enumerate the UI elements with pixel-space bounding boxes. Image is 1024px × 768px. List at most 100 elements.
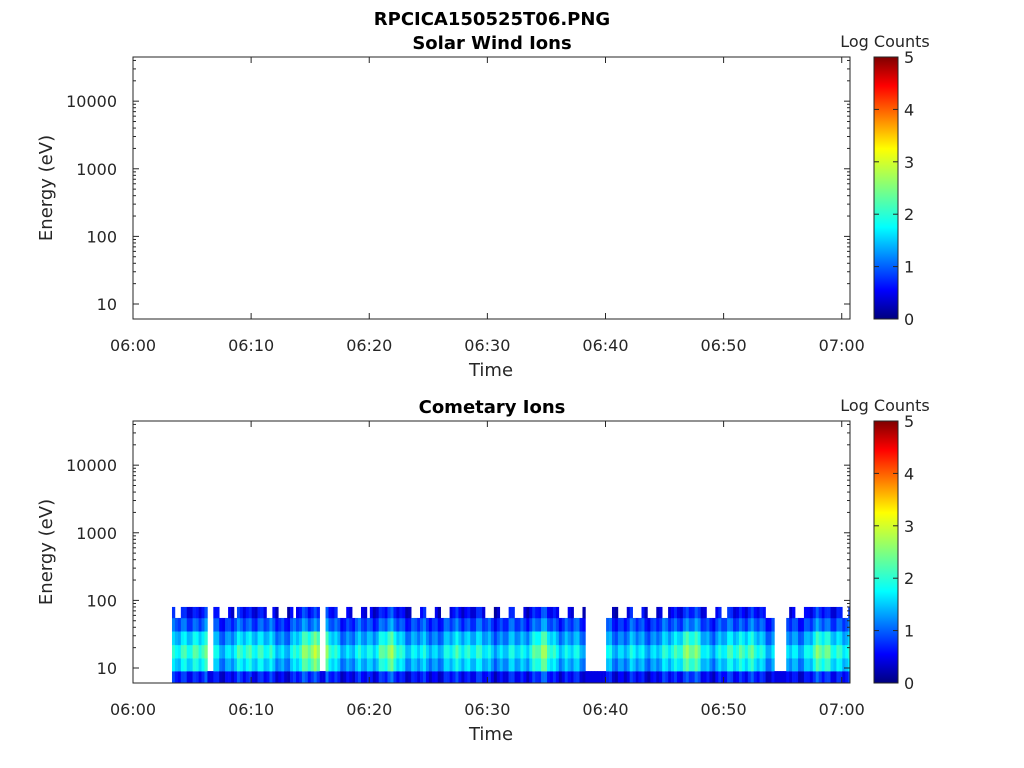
x-tick-label: 06:40: [582, 700, 628, 719]
spectrogram-cell: [715, 658, 719, 672]
spectrogram-cell: [245, 658, 250, 672]
spectrogram-cell: [328, 631, 332, 646]
spectrogram-cell: [393, 606, 397, 619]
spectrogram-cell: [617, 617, 622, 632]
colorbar-tick-label: 4: [904, 464, 914, 483]
spectrogram-cell: [848, 644, 850, 659]
spectrogram-cell: [290, 606, 294, 619]
spectrogram-cell: [402, 617, 406, 632]
spectrogram-cell: [638, 671, 642, 683]
spectrogram-cell: [349, 644, 353, 659]
spectrogram-cell: [272, 617, 276, 632]
spectrogram-cell: [201, 617, 205, 632]
spectrogram-cell: [821, 606, 825, 619]
spectrogram-cell: [579, 617, 583, 632]
spectrogram-cell: [845, 671, 849, 683]
spectrogram-cell: [287, 658, 291, 672]
spectrogram-cell: [741, 658, 746, 672]
spectrogram-cell: [363, 631, 368, 646]
spectrogram-cell: [198, 606, 202, 619]
spectrogram-cell: [296, 671, 300, 683]
spectrogram-cell: [467, 606, 471, 619]
spectrogram-cell: [650, 644, 654, 659]
spectrogram-cell: [225, 644, 229, 659]
spectrogram-cell: [360, 658, 365, 672]
spectrogram-cell: [694, 631, 698, 646]
spectrogram-cell: [180, 631, 185, 646]
spectrogram-cell: [582, 644, 586, 659]
spectrogram-cell: [629, 658, 633, 672]
spectrogram-cell: [558, 671, 563, 683]
y-tick-label: 10: [97, 295, 117, 314]
spectrogram-cell: [189, 617, 193, 632]
spectrogram-cell: [496, 631, 501, 646]
spectrogram-cell: [449, 617, 453, 632]
spectrogram-cell: [617, 658, 622, 672]
spectrogram-cell: [777, 671, 781, 683]
spectrogram-cell: [290, 617, 294, 632]
spectrogram-cell: [609, 617, 613, 632]
spectrogram-cell: [201, 671, 205, 683]
spectrogram-cell: [659, 617, 663, 632]
spectrogram-cell: [431, 658, 436, 672]
spectrogram-cell: [671, 644, 675, 659]
spectrogram-cell: [236, 617, 241, 632]
spectrogram-cell: [461, 644, 465, 659]
spectrogram-cell: [228, 658, 232, 672]
spectrogram-cell: [275, 644, 279, 659]
spectrogram-cell: [679, 631, 684, 646]
spectrogram-cell: [839, 658, 843, 672]
spectrogram-cell: [505, 631, 509, 646]
spectrogram-cell: [290, 671, 294, 683]
spectrogram-cell: [349, 631, 353, 646]
spectrogram-cell: [798, 671, 802, 683]
spectrogram-cell: [239, 671, 244, 683]
spectrogram-cell: [638, 617, 642, 632]
spectrogram-cell: [753, 671, 757, 683]
spectrogram-cell: [845, 644, 849, 659]
spectrogram-cell: [358, 658, 362, 672]
spectrogram-cell: [541, 631, 545, 646]
spectrogram-cell: [231, 644, 235, 659]
spectrogram-cell: [544, 658, 548, 672]
spectrogram-cell: [239, 631, 244, 646]
spectrogram-cell: [508, 631, 512, 646]
spectrogram-cell: [337, 617, 341, 632]
spectrogram-cell: [452, 617, 456, 632]
spectrogram-cell: [363, 658, 368, 672]
spectrogram-cell: [301, 658, 306, 672]
spectrogram-cell: [676, 617, 681, 632]
spectrogram-cell: [623, 617, 628, 632]
spectrogram-cell: [712, 617, 716, 632]
spectrogram-cell: [186, 631, 190, 646]
spectrogram-cell: [682, 671, 687, 683]
spectrogram-cell: [242, 631, 247, 646]
spectrogram-cell: [541, 606, 545, 619]
spectrogram-cell: [366, 671, 371, 683]
spectrogram-cell: [809, 658, 814, 672]
spectrogram-cell: [671, 617, 675, 632]
spectrogram-cell: [479, 606, 483, 619]
spectrogram-cell: [325, 644, 329, 659]
spectrogram-cell: [310, 631, 315, 646]
spectrogram-cell: [328, 617, 332, 632]
spectrogram-cell: [535, 631, 539, 646]
spectrogram-cell: [697, 671, 701, 683]
spectrogram-cell: [736, 617, 740, 632]
spectrogram-cell: [623, 644, 628, 659]
spectrogram-cell: [591, 671, 595, 683]
x-axis-label: Time: [468, 360, 513, 381]
spectrogram-cell: [594, 671, 598, 683]
spectrogram-cell: [411, 644, 415, 659]
spectrogram-cell: [201, 606, 205, 619]
spectrogram-cell: [411, 671, 415, 683]
spectrogram-cell: [759, 644, 763, 659]
spectrogram-cell: [346, 671, 350, 683]
spectrogram-cell: [225, 658, 229, 672]
spectrogram-cell: [455, 671, 459, 683]
spectrogram-cell: [830, 658, 834, 672]
spectrogram-cell: [733, 617, 737, 632]
spectrogram-cell: [523, 671, 527, 683]
spectrogram-cell: [552, 606, 557, 619]
spectrogram-cell: [251, 644, 255, 659]
